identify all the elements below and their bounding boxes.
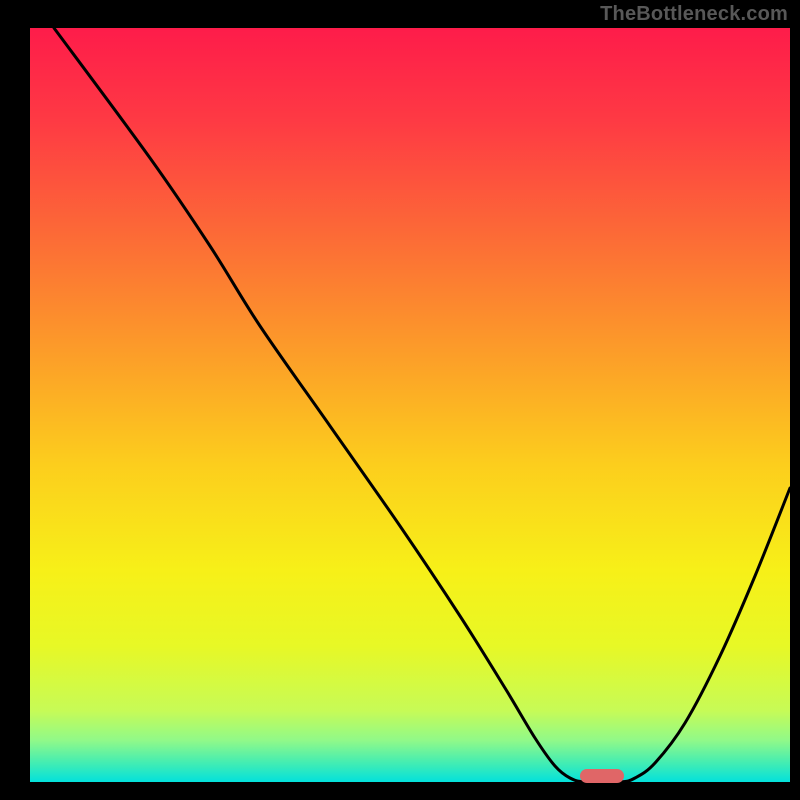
optimal-marker bbox=[580, 769, 624, 783]
bottleneck-curve bbox=[0, 0, 800, 800]
chart-canvas: TheBottleneck.com bbox=[0, 0, 800, 800]
